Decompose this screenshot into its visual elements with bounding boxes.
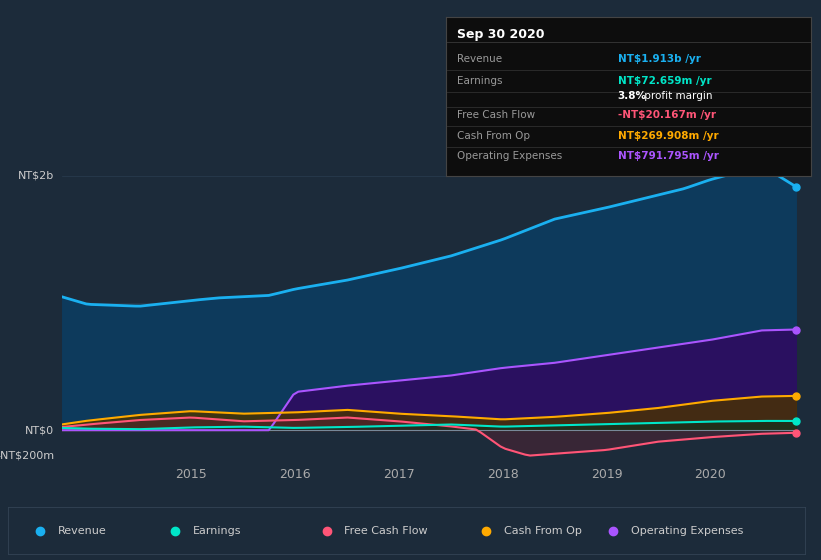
Text: Earnings: Earnings [456,76,502,86]
Text: Free Cash Flow: Free Cash Flow [344,526,428,535]
Text: Operating Expenses: Operating Expenses [456,151,562,161]
Text: Cash From Op: Cash From Op [503,526,581,535]
Text: Earnings: Earnings [193,526,241,535]
Text: profit margin: profit margin [641,91,713,101]
Text: -NT$20.167m /yr: -NT$20.167m /yr [617,110,716,120]
Text: Free Cash Flow: Free Cash Flow [456,110,535,120]
Text: Revenue: Revenue [57,526,107,535]
Text: NT$1.913b /yr: NT$1.913b /yr [617,54,700,64]
Text: Operating Expenses: Operating Expenses [631,526,743,535]
Text: Sep 30 2020: Sep 30 2020 [456,28,544,41]
Text: NT$269.908m /yr: NT$269.908m /yr [617,130,718,141]
Text: NT$2b: NT$2b [18,171,54,181]
Text: NT$72.659m /yr: NT$72.659m /yr [617,76,711,86]
Text: NT$0: NT$0 [25,425,54,435]
Text: Cash From Op: Cash From Op [456,130,530,141]
Text: NT$791.795m /yr: NT$791.795m /yr [617,151,718,161]
Text: Revenue: Revenue [456,54,502,64]
Text: 3.8%: 3.8% [617,91,646,101]
Text: -NT$200m: -NT$200m [0,451,54,461]
